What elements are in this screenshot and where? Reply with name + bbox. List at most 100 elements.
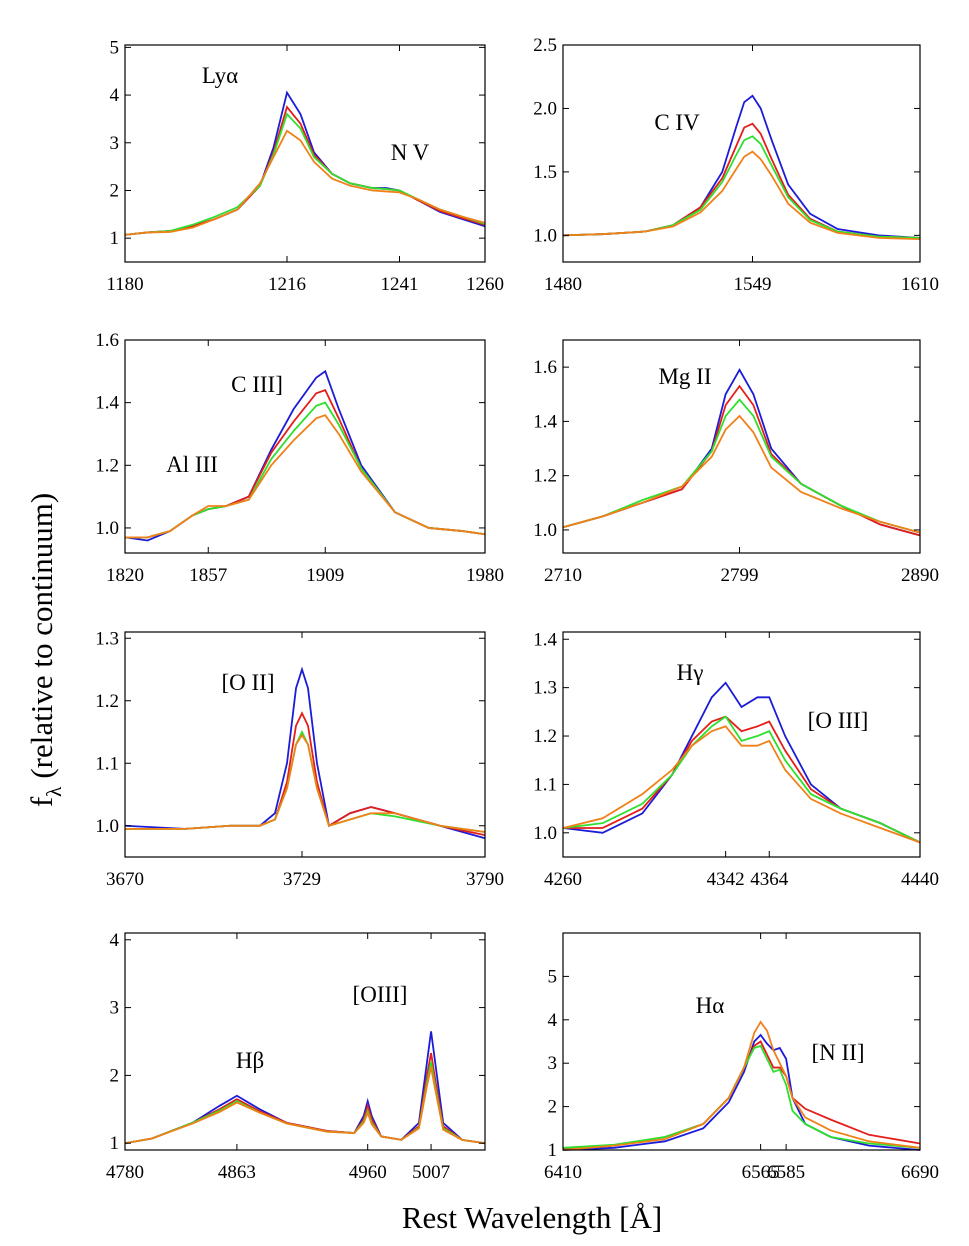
y-tick-label: 5 [548,966,558,987]
plot-frame [124,339,486,554]
line-annotation: Al III [166,452,218,477]
y-tick-label: 2.5 [533,35,557,56]
spectrum-line [562,414,921,534]
x-tick-label: 2890 [901,565,939,586]
x-tick-label: 3729 [283,869,321,890]
y-tick-label: 3 [110,133,120,154]
x-tick-label: 1857 [189,565,227,586]
plot-frame [124,932,486,1151]
x-tick-label: 1610 [901,274,939,295]
y-tick-label: 5 [110,37,120,58]
panel: 1820 1857 1909 1980 1.0 1.2 1.4 1.6 C III] Al III [95,330,504,586]
x-tick-label: 1549 [733,274,771,295]
panel: 4260 4342 4364 4440 1.0 1.1 1.2 1.3 1.4 Hγ [O III] [533,629,939,890]
x-tick-label: 1480 [544,274,582,295]
x-tick-label: 1820 [106,565,144,586]
y-tick-label: 1.3 [533,678,557,699]
spectrum-line [562,681,921,844]
spectrum-line [562,384,921,537]
y-tick-label: 1 [548,1140,558,1161]
plot-frame [562,339,921,554]
y-tick-label: 1.2 [95,691,119,712]
line-annotation: Hα [696,993,725,1018]
line-annotation: Hγ [677,660,704,685]
y-tick-label: 1 [110,1133,120,1154]
line-annotation: [O III] [808,708,869,733]
plot-frame [562,932,921,1151]
line-annotation: [OIII] [353,982,408,1007]
y-tick-label: 1 [110,228,120,249]
x-tick-label: 2710 [544,565,582,586]
plot-frame [124,44,486,263]
y-tick-label: 1.6 [95,330,119,351]
y-tick-label: 1.1 [95,753,119,774]
y-tick-label: 2 [110,1065,120,1086]
line-annotation: C III] [231,372,283,397]
plot-frame [124,631,486,858]
y-tick-label: 2 [110,180,120,201]
line-annotation: [N II] [812,1040,865,1065]
y-tick-label: 4 [110,930,120,951]
y-tick-label: 1.0 [95,816,119,837]
x-tick-label: 4960 [349,1162,387,1183]
x-tick-label: 6565 [742,1162,780,1183]
y-tick-label: 1.2 [533,726,557,747]
y-tick-label: 4 [110,85,120,106]
y-tick-label: 1.2 [533,466,557,487]
spectrum-line [125,729,486,833]
spectrum-line [562,725,921,844]
y-axis-label: fλ (relative to continuum) [24,493,66,807]
y-tick-label: 1.3 [95,628,119,649]
spectrum-line [124,666,486,840]
x-tick-label: 4440 [901,869,939,890]
spectrum-line [562,1040,921,1151]
spectrum-line [124,1067,486,1145]
panel: 1180 1216 1241 1260 1 2 3 4 5 Lyα N V [106,37,504,295]
y-tick-label: 1.5 [533,162,557,183]
y-tick-label: 1.0 [95,518,119,539]
x-tick-label: 5007 [412,1162,450,1183]
y-tick-label: 3 [110,998,120,1019]
x-tick-label: 4863 [218,1162,256,1183]
line-annotation: [O II] [222,670,275,695]
x-tick-label: 6585 [767,1162,805,1183]
spectrum-line [563,715,921,844]
spectrum-line [562,398,921,534]
x-tick-label: 1260 [466,274,504,295]
spectrum-line [124,1061,486,1145]
spectrum-line [562,135,921,239]
panel: 3670 3729 3790 1.0 1.1 1.2 1.3 [O II] [95,628,504,890]
y-tick-label: 1.4 [95,393,119,414]
x-tick-label: 1180 [106,274,143,295]
line-annotation: Mg II [658,364,711,389]
y-label-rest: (relative to continuum) [24,493,59,779]
spectrum-line [125,711,486,837]
line-annotation: N V [391,140,430,165]
spectrum-line [124,1052,486,1145]
x-tick-label: 1216 [268,274,306,295]
y-tick-label: 2.0 [533,98,557,119]
panel: 2710 2799 2890 1.0 1.2 1.4 1.6 Mg II [533,339,939,586]
line-annotation: Hβ [236,1048,264,1073]
x-tick-label: 4260 [544,869,582,890]
plot-frame [562,44,921,263]
spectrum-line [562,1020,921,1151]
x-axis-label: Rest Wavelength [Å] [402,1200,662,1235]
y-tick-label: 1.2 [95,455,119,476]
y-tick-label: 1.4 [533,629,557,650]
y-tick-label: 1.4 [533,411,557,432]
spectrum-line [562,94,921,239]
x-tick-label: 1241 [381,274,419,295]
x-tick-label: 2799 [721,565,759,586]
plot-frame [562,631,921,858]
y-tick-label: 3 [548,1053,558,1074]
spectrum-line [562,150,921,241]
x-tick-label: 1980 [466,565,504,586]
line-annotation: C IV [654,110,700,135]
x-tick-label: 1909 [306,565,344,586]
x-tick-label: 3790 [466,869,504,890]
y-tick-label: 1.0 [533,520,557,541]
panel: 1480 1549 1610 1.0 1.5 2.0 2.5 C IV [533,35,939,295]
